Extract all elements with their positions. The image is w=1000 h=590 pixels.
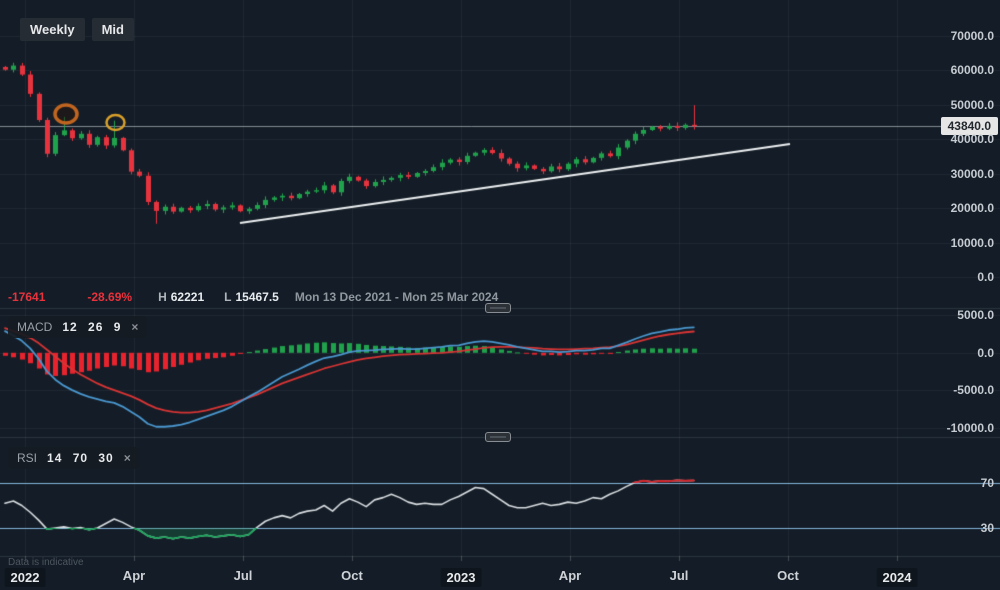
price-axis-label: 10000.0 [950,235,994,250]
chart-toolbar: Weekly Mid [20,18,134,41]
price-axis-label: 50000.0 [950,97,994,112]
price-axis-label: 70000.0 [950,28,994,43]
time-axis-label: Apr [558,568,582,583]
rsi-close-icon[interactable]: × [123,451,131,465]
high-label: H [158,290,167,304]
rsi-level-label: 30 [980,521,994,535]
price-type-button[interactable]: Mid [91,18,134,41]
change-percent: -28.69% [87,290,133,304]
price-axis-label: 60000.0 [950,63,994,78]
disclaimer-text: Data is indicative [8,557,84,568]
price-axis-label: 30000.0 [950,166,994,181]
panel-resize-handle-macd[interactable] [485,303,511,313]
rsi-params: 14 70 30 [47,451,114,465]
macd-axis-label: -10000.0 [946,420,994,435]
time-axis-label: Oct [777,568,799,583]
macd-params: 12 26 9 [62,320,122,334]
panel-resize-handle-rsi[interactable] [485,432,511,442]
high-value: 62221 [170,290,205,304]
macd-axis-label: 0.0 [977,345,994,360]
macd-label: MACD [17,320,53,334]
price-axis-label: 0.0 [977,270,994,284]
macd-axis-label: 5000.0 [957,308,994,323]
macd-close-icon[interactable]: × [131,320,139,334]
current-price-marker: 43840.0 [940,117,998,135]
rsi-label: RSI [17,451,38,465]
macd-indicator-chip: MACD 12 26 9 × [8,316,148,338]
macd-axis-label: -5000.0 [953,383,994,398]
price-info-bar: -17641 -28.69% H 62221 L 15467.5 Mon 13 … [8,290,498,304]
rsi-indicator-chip: RSI 14 70 30 × [8,447,140,469]
rsi-level-label: 70 [980,476,994,490]
low-label: L [224,290,232,304]
time-axis-label: Jul [669,568,689,583]
change-value: -17641 [8,290,46,304]
time-axis-label: Jul [233,568,253,583]
price-axis-label: 40000.0 [950,132,994,147]
price-axis-label: 20000.0 [950,201,994,216]
time-axis-label: 2022 [4,568,46,587]
low-value: 15467.5 [235,290,279,304]
time-axis-label: Apr [122,568,146,583]
date-range: Mon 13 Dec 2021 - Mon 25 Mar 2024 [294,290,499,304]
time-axis-label: 2023 [440,568,482,587]
time-axis-label: 2024 [876,568,918,587]
timeframe-button[interactable]: Weekly [20,18,85,41]
time-axis-label: Oct [341,568,363,583]
